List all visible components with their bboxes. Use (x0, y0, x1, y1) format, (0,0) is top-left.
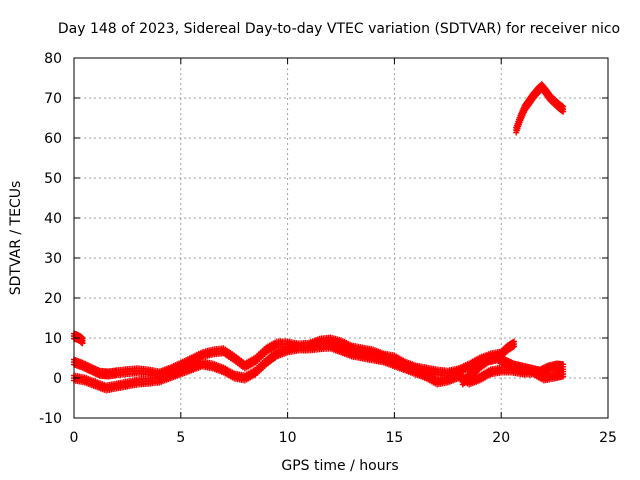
data-point (560, 108, 567, 115)
series-track-high (513, 81, 567, 136)
x-axis-label: GPS time / hours (281, 458, 398, 474)
y-tick-label: 40 (44, 211, 62, 227)
x-tick-label: 5 (176, 430, 185, 446)
x-tick-label: 10 (279, 430, 297, 446)
series-track-late-wave (459, 352, 567, 388)
plot-frame (73, 57, 609, 419)
y-tick-label: 10 (44, 331, 62, 347)
x-tick-label: 25 (599, 430, 617, 446)
axis-ticks: 0 5 10 15 20 25 -10 0 10 20 30 40 50 60 70 80 (39, 51, 617, 446)
y-tick-label: 20 (44, 291, 62, 307)
data-point (560, 373, 567, 380)
data-point (79, 340, 86, 347)
y-tick-label: 80 (44, 51, 62, 67)
x-tick-label: 15 (385, 430, 403, 446)
y-tick-label: 50 (44, 171, 62, 187)
data-point (511, 343, 518, 350)
y-tick-label: 30 (44, 251, 62, 267)
y-tick-label: 60 (44, 131, 62, 147)
grid-lines (74, 58, 608, 418)
y-tick-label: 70 (44, 91, 62, 107)
y-axis-label: SDTVAR / TECUs (8, 181, 24, 296)
y-tick-label: 0 (53, 371, 62, 387)
data-points (71, 81, 567, 394)
y-tick-label: -10 (39, 411, 62, 427)
x-tick-label: 20 (492, 430, 510, 446)
data-point (560, 366, 567, 373)
x-tick-label: 0 (70, 430, 79, 446)
series-track-main-upper (71, 334, 518, 380)
chart-title: Day 148 of 2023, Sidereal Day-to-day VTE… (58, 21, 620, 37)
